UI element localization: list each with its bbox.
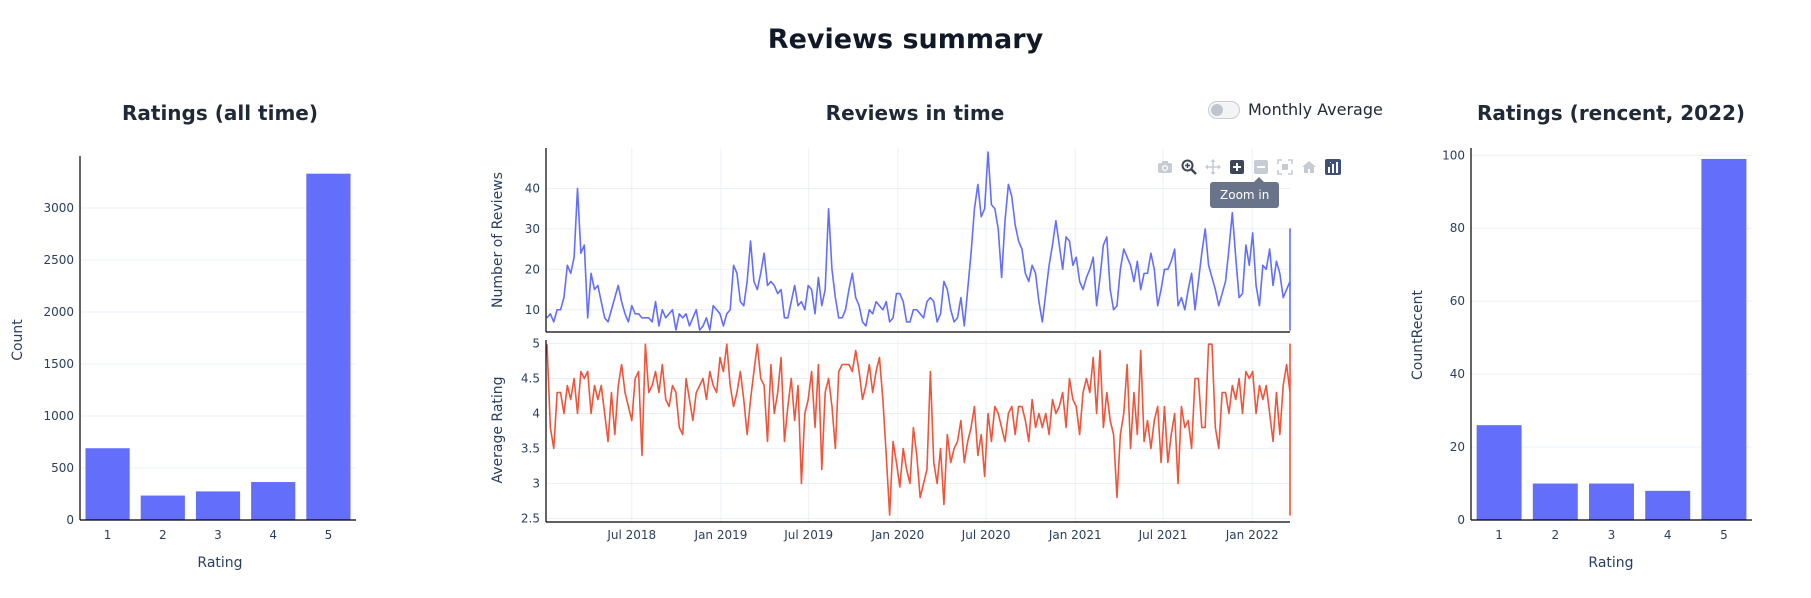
- bar: [1589, 483, 1634, 520]
- y-tick-label: 5: [532, 337, 540, 351]
- y-tick-label: 30: [525, 222, 540, 236]
- camera-icon[interactable]: [1153, 156, 1177, 178]
- y-tick-label: 60: [1450, 294, 1465, 308]
- y-tick-label: 100: [1442, 148, 1465, 162]
- mid-chart-plot-area[interactable]: Jul 2018 Jan 2019 Jul 2019 Jan 2020 Jul 2020…: [521, 148, 1291, 542]
- x-tick-label: 4: [269, 528, 277, 542]
- bar: [306, 173, 351, 520]
- autoscale-icon[interactable]: [1273, 156, 1297, 178]
- x-tick-label: 5: [1720, 528, 1728, 542]
- y-tick-label: 4: [532, 407, 540, 421]
- y-tick-label: 1000: [43, 409, 74, 423]
- left-chart-title: Ratings (all time): [122, 101, 318, 125]
- reviews-count-line: [546, 151, 1291, 331]
- x-tick-label: Jul 2020: [961, 528, 1011, 542]
- y-tick-label: 0: [1457, 513, 1465, 527]
- y-tick-label: 2500: [43, 253, 74, 267]
- right-chart-ylabel: CountRecent: [1410, 290, 1426, 380]
- left-chart-plot-area[interactable]: 0 500 1000 1500 2000 2500 3000 1 2 3 4 5: [43, 156, 356, 542]
- x-tick-label: 1: [1495, 528, 1503, 542]
- right-chart-title: Ratings (rencent, 2022): [1477, 101, 1745, 125]
- x-tick-label: Jan 2022: [1225, 528, 1279, 542]
- y-tick-label: 500: [51, 461, 74, 475]
- bar: [1532, 483, 1578, 520]
- average-rating-line: [546, 343, 1291, 516]
- x-tick-label: 2: [159, 528, 167, 542]
- monthly-average-toggle[interactable]: Monthly Average: [1208, 100, 1383, 119]
- ratings-recent-chart: Ratings (rencent, 2022) Rating CountRece…: [1410, 101, 1752, 571]
- reset-axes-icon[interactable]: [1297, 156, 1321, 178]
- bar: [1476, 425, 1522, 520]
- y-tick-label: 0: [66, 513, 74, 527]
- zoom-out-icon[interactable]: [1249, 156, 1273, 178]
- mid-bottom-ylabel: Average Rating: [490, 376, 506, 483]
- y-tick-label: 80: [1450, 221, 1465, 235]
- bar: [1701, 158, 1747, 521]
- x-tick-label: Jan 2019: [694, 528, 748, 542]
- bar: [140, 495, 185, 520]
- right-chart-xlabel: Rating: [1588, 555, 1633, 571]
- toggle-label: Monthly Average: [1248, 100, 1383, 119]
- reviews-in-time-chart: Reviews in time Number of Reviews Averag…: [490, 101, 1291, 542]
- bar: [85, 448, 130, 520]
- left-chart-ylabel: Count: [10, 319, 26, 361]
- plotly-logo-icon[interactable]: [1321, 156, 1345, 178]
- modebar-tooltip: Zoom in: [1210, 177, 1280, 208]
- zoom-in-icon[interactable]: [1225, 156, 1249, 178]
- x-tick-label: 4: [1664, 528, 1672, 542]
- zoom-icon[interactable]: [1177, 156, 1201, 178]
- y-tick-label: 4.5: [521, 372, 540, 386]
- x-tick-label: Jul 2018: [606, 528, 656, 542]
- bar: [251, 482, 296, 520]
- page-title: Reviews summary: [767, 24, 1044, 55]
- y-tick-label: 2000: [43, 305, 74, 319]
- x-tick-label: Jul 2021: [1138, 528, 1188, 542]
- y-tick-label: 3000: [43, 201, 74, 215]
- pan-icon[interactable]: [1201, 156, 1225, 178]
- x-tick-label: 3: [214, 528, 222, 542]
- x-tick-label: Jan 2020: [870, 528, 924, 542]
- ratings-all-time-chart: Ratings (all time) Rating Count 0 500 1000…: [10, 101, 356, 571]
- x-tick-label: 2: [1551, 528, 1559, 542]
- y-tick-label: 20: [525, 262, 540, 276]
- mid-chart-title: Reviews in time: [826, 101, 1005, 125]
- right-chart-plot-area[interactable]: 0 20 40 60 80 100 1 2 3 4 5: [1442, 148, 1752, 542]
- x-tick-label: 3: [1608, 528, 1616, 542]
- left-chart-xlabel: Rating: [197, 555, 242, 571]
- y-tick-label: 3.5: [521, 442, 540, 456]
- y-tick-label: 20: [1450, 440, 1465, 454]
- y-tick-label: 40: [1450, 367, 1465, 381]
- y-tick-label: 2.5: [521, 512, 540, 526]
- toggle-switch[interactable]: [1208, 100, 1240, 119]
- bar: [1645, 490, 1691, 520]
- toggle-knob: [1211, 103, 1223, 116]
- x-tick-label: Jan 2021: [1048, 528, 1102, 542]
- mid-top-ylabel: Number of Reviews: [490, 172, 506, 308]
- bar: [195, 491, 241, 520]
- y-tick-label: 40: [525, 181, 540, 195]
- chart-modebar: [1153, 156, 1345, 178]
- x-tick-label: Jul 2019: [783, 528, 833, 542]
- y-tick-label: 1500: [43, 357, 74, 371]
- y-tick-label: 10: [525, 303, 540, 317]
- x-tick-label: 1: [104, 528, 112, 542]
- y-tick-label: 3: [532, 477, 540, 491]
- x-tick-label: 5: [325, 528, 333, 542]
